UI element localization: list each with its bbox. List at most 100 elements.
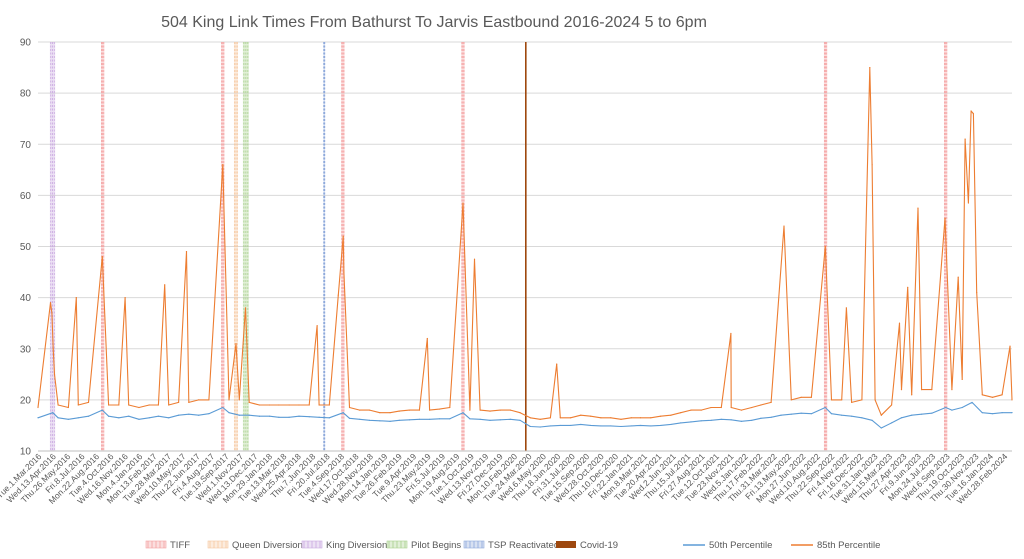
data-point bbox=[680, 412, 682, 414]
data-point bbox=[730, 332, 732, 335]
data-point bbox=[976, 291, 978, 294]
data-point bbox=[800, 396, 802, 398]
data-point bbox=[1009, 345, 1011, 347]
data-point bbox=[248, 401, 250, 404]
data-point bbox=[248, 414, 250, 416]
data-point bbox=[920, 413, 923, 415]
data-point bbox=[660, 415, 662, 417]
data-point bbox=[539, 418, 541, 420]
data-point bbox=[128, 404, 130, 406]
data-point bbox=[945, 406, 947, 409]
data-point bbox=[269, 404, 271, 406]
data-point bbox=[148, 417, 150, 419]
event-band bbox=[242, 42, 249, 451]
data-point bbox=[87, 415, 90, 417]
data-point bbox=[389, 420, 391, 422]
data-point bbox=[49, 302, 52, 304]
data-point bbox=[52, 348, 54, 350]
data-point bbox=[1011, 399, 1013, 401]
data-point bbox=[124, 297, 126, 299]
data-point bbox=[690, 409, 692, 411]
data-point bbox=[730, 419, 732, 421]
data-point bbox=[650, 425, 652, 427]
data-point bbox=[890, 422, 893, 424]
data-point bbox=[991, 413, 994, 415]
data-point bbox=[438, 418, 441, 420]
event-band bbox=[323, 42, 326, 451]
data-point bbox=[449, 418, 451, 420]
data-point bbox=[418, 409, 421, 411]
data-point bbox=[900, 417, 903, 419]
data-point bbox=[128, 415, 130, 417]
data-point bbox=[972, 112, 974, 115]
data-point bbox=[228, 412, 230, 414]
data-point bbox=[67, 418, 69, 420]
data-point bbox=[810, 413, 812, 415]
data-point bbox=[258, 415, 260, 417]
data-point bbox=[580, 414, 582, 416]
data-point bbox=[368, 409, 371, 411]
legend-label: TSP Reactivated bbox=[488, 540, 559, 551]
data-point bbox=[944, 217, 946, 219]
data-point bbox=[783, 225, 785, 227]
data-point bbox=[288, 404, 290, 406]
data-point bbox=[964, 138, 966, 140]
data-point bbox=[931, 389, 933, 391]
data-point bbox=[408, 419, 411, 421]
data-point bbox=[700, 409, 702, 411]
data-point bbox=[53, 373, 56, 375]
legend-item: TIFF bbox=[145, 540, 190, 551]
data-point bbox=[473, 258, 476, 260]
data-point bbox=[52, 412, 54, 414]
data-point bbox=[489, 410, 491, 412]
data-point bbox=[343, 271, 345, 273]
data-point bbox=[874, 399, 876, 401]
data-point bbox=[328, 404, 330, 406]
y-tick-label: 60 bbox=[20, 191, 32, 202]
data-point bbox=[780, 414, 782, 416]
legend-label: Pilot Begins bbox=[411, 540, 461, 551]
data-point bbox=[342, 235, 344, 237]
data-point bbox=[931, 412, 933, 414]
data-point bbox=[368, 419, 371, 421]
data-point bbox=[499, 419, 501, 421]
y-tick-label: 20 bbox=[20, 395, 32, 406]
data-point bbox=[951, 389, 953, 391]
data-point bbox=[920, 389, 923, 391]
data-point bbox=[720, 406, 722, 409]
data-point bbox=[479, 418, 481, 420]
data-point bbox=[650, 417, 652, 419]
data-point bbox=[981, 394, 983, 396]
data-point bbox=[630, 425, 632, 427]
data-point bbox=[529, 425, 531, 428]
legend-label: 50th Percentile bbox=[709, 540, 772, 551]
data-point bbox=[308, 416, 310, 418]
data-point bbox=[559, 424, 561, 427]
y-tick-label: 50 bbox=[20, 242, 32, 253]
legend-item: Pilot Begins bbox=[386, 540, 461, 551]
data-point bbox=[398, 419, 400, 421]
data-point bbox=[970, 110, 972, 112]
data-point bbox=[770, 416, 772, 418]
legend-item: TSP Reactivated bbox=[463, 540, 559, 551]
data-point bbox=[57, 417, 59, 419]
data-point bbox=[539, 426, 541, 428]
data-point bbox=[168, 404, 170, 406]
data-point bbox=[177, 401, 180, 404]
data-point bbox=[720, 418, 722, 420]
data-point bbox=[740, 420, 743, 422]
data-point bbox=[359, 418, 361, 420]
data-point bbox=[164, 284, 166, 286]
data-point bbox=[57, 404, 59, 406]
chart-title: 504 King Link Times From Bathurst To Jar… bbox=[161, 14, 707, 31]
legend-item: 50th Percentile bbox=[683, 540, 772, 551]
data-point bbox=[610, 425, 612, 427]
data-point bbox=[398, 410, 400, 412]
data-point bbox=[790, 399, 792, 401]
data-point bbox=[288, 416, 290, 418]
data-point bbox=[118, 417, 120, 419]
data-point bbox=[348, 417, 351, 419]
event-band bbox=[101, 42, 105, 451]
data-point bbox=[529, 417, 531, 419]
data-point bbox=[188, 401, 190, 404]
